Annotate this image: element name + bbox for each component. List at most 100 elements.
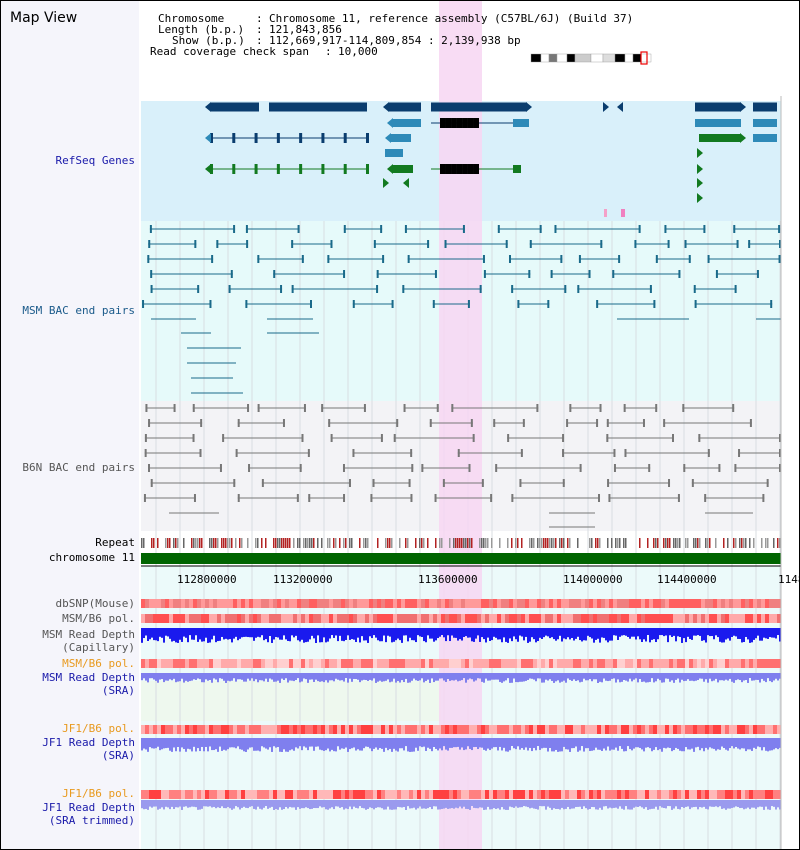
track-label-msm-depth-sra-sub: (SRA) — [101, 684, 135, 697]
repeat-element — [405, 538, 407, 548]
track-label-repeat[interactable]: Repeat — [95, 536, 135, 549]
read-depth-bar — [425, 673, 427, 681]
read-depth-bar — [193, 800, 195, 807]
repeat-element — [687, 538, 689, 548]
track-label-msm-depth-sra[interactable]: MSM Read Depth — [42, 671, 135, 684]
b6n-bac-pair-end — [507, 434, 510, 442]
read-depth-bar — [225, 673, 227, 683]
track-label-msm-b6-pol[interactable]: MSM/B6 pol. — [62, 612, 135, 625]
read-depth-bar — [193, 673, 195, 680]
read-depth-bar — [769, 800, 771, 810]
heat-cell — [289, 599, 293, 608]
read-depth-bar — [623, 738, 625, 752]
heat-cell — [337, 614, 341, 623]
heat-cell — [741, 659, 745, 668]
read-depth-bar — [625, 738, 627, 752]
read-depth-bar — [345, 628, 347, 640]
heat-cell — [273, 659, 277, 668]
heat-cell — [245, 659, 249, 668]
heat-cell — [645, 659, 649, 668]
heat-cell — [145, 790, 149, 799]
read-depth-bar — [657, 628, 659, 640]
heat-cell — [629, 599, 633, 608]
read-depth-bar — [221, 628, 223, 637]
read-depth-bar — [353, 738, 355, 748]
heat-cell — [669, 790, 673, 799]
track-label-refseq[interactable]: RefSeq Genes — [55, 154, 135, 167]
repeat-element — [317, 538, 319, 548]
msm-bac-pair-end — [197, 285, 200, 293]
coverage-label: Read coverage check span — [150, 45, 309, 58]
heat-cell — [437, 790, 441, 799]
heat-cell — [777, 725, 781, 734]
read-depth-bar — [619, 673, 621, 683]
repeat-element — [389, 538, 391, 548]
repeat-element — [175, 538, 177, 548]
read-depth-bar — [587, 800, 589, 810]
track-label-msm-b6-pol-sra[interactable]: MSM/B6 pol. — [62, 657, 135, 670]
read-depth-bar — [671, 738, 673, 752]
read-depth-bar — [749, 673, 751, 679]
track-label-msm-depth-capillary[interactable]: MSM Read Depth — [42, 628, 135, 641]
heat-cell — [433, 790, 437, 799]
read-depth-bar — [553, 628, 555, 640]
read-depth-bar — [707, 738, 709, 750]
heat-cell — [381, 614, 385, 623]
read-depth-bar — [167, 628, 169, 637]
read-depth-bar — [453, 738, 455, 748]
heat-cell — [597, 725, 601, 734]
read-depth-bar — [433, 628, 435, 642]
heat-cell — [445, 725, 449, 734]
track-label-jf1-depth-trimmed[interactable]: JF1 Read Depth — [42, 801, 135, 814]
read-depth-bar — [439, 673, 441, 679]
heat-cell — [529, 790, 533, 799]
track-label-jf1-pol[interactable]: JF1/B6 pol. — [62, 722, 135, 735]
heat-cell — [229, 659, 233, 668]
read-depth-bar — [415, 738, 417, 748]
read-depth-bar — [547, 738, 549, 752]
heat-cell — [353, 659, 357, 668]
read-depth-bar — [273, 800, 275, 810]
heat-cell — [389, 790, 393, 799]
read-depth-bar — [665, 628, 667, 636]
read-depth-bar — [757, 738, 759, 747]
heat-cell — [513, 614, 517, 623]
heat-cell — [161, 725, 165, 734]
msm-bac-pair-end — [373, 240, 376, 248]
read-depth-bar — [319, 738, 321, 750]
read-depth-bar — [233, 673, 235, 679]
heat-cell — [157, 790, 161, 799]
read-depth-bar — [509, 738, 511, 751]
repeat-element — [693, 538, 695, 548]
read-depth-bar — [699, 673, 701, 679]
read-depth-bar — [207, 800, 209, 807]
track-label-jf1-pol-trimmed[interactable]: JF1/B6 pol. — [62, 787, 135, 800]
heat-cell — [609, 599, 613, 608]
read-depth-bar — [145, 800, 147, 809]
heat-cell — [505, 790, 509, 799]
heat-cell — [729, 614, 733, 623]
read-depth-bar — [177, 738, 179, 747]
read-depth-bar — [161, 628, 163, 638]
read-depth-bar — [553, 800, 555, 809]
b6n-bac-pair-end — [148, 419, 151, 427]
b6n-bac-pair-end — [691, 479, 694, 487]
axis-tick-label: 114400000 — [657, 573, 717, 586]
track-label-chromosome[interactable]: chromosome 11 — [48, 551, 135, 564]
read-depth-bar — [585, 673, 587, 681]
track-label-jf1-depth[interactable]: JF1 Read Depth — [42, 736, 135, 749]
heat-cell — [397, 790, 401, 799]
repeat-element — [619, 538, 621, 548]
gene-feature — [695, 119, 741, 127]
track-label-dbsnp[interactable]: dbSNP(Mouse) — [55, 597, 135, 610]
track-label-msm-bac[interactable]: MSM BAC end pairs — [22, 304, 135, 317]
read-depth-bar — [495, 673, 497, 680]
read-depth-bar — [227, 800, 229, 808]
track-label-b6n-bac[interactable]: B6N BAC end pairs — [22, 461, 135, 474]
heat-cell — [589, 659, 593, 668]
repeat-element — [665, 538, 667, 548]
read-depth-bar — [293, 673, 295, 682]
heat-cell — [281, 725, 285, 734]
read-depth-bar — [749, 738, 751, 750]
